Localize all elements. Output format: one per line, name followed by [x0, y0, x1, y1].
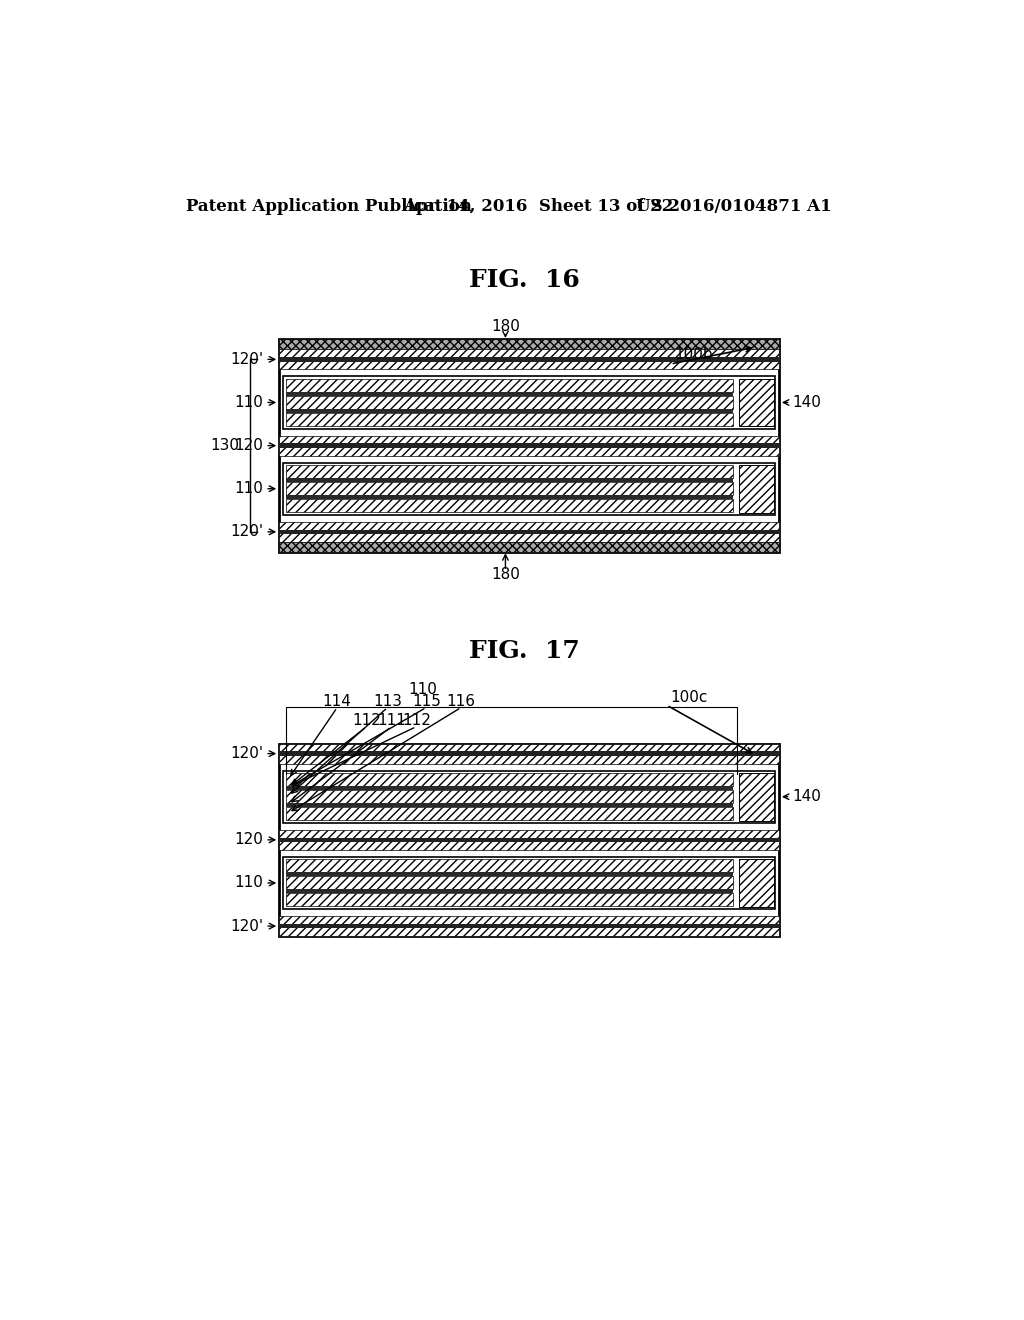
Bar: [286, 396, 733, 409]
Bar: [280, 916, 779, 936]
Bar: [283, 857, 775, 909]
Bar: [280, 543, 779, 552]
Text: FIG.  16: FIG. 16: [469, 268, 581, 292]
Text: 113: 113: [373, 694, 402, 709]
Text: 116: 116: [446, 694, 476, 709]
Bar: [286, 495, 733, 499]
Bar: [286, 379, 733, 392]
Text: 140: 140: [793, 789, 821, 804]
Bar: [286, 465, 733, 478]
Text: 115: 115: [412, 694, 440, 709]
Bar: [738, 774, 773, 821]
Text: 100c: 100c: [671, 690, 708, 705]
Text: 120': 120': [230, 524, 263, 540]
Bar: [286, 803, 733, 807]
Bar: [280, 830, 779, 850]
Bar: [286, 873, 733, 876]
Bar: [286, 774, 733, 785]
Bar: [280, 838, 779, 842]
Text: 110: 110: [234, 395, 263, 411]
Bar: [283, 462, 775, 515]
Text: 110: 110: [408, 682, 437, 697]
Bar: [286, 785, 733, 789]
Text: US 2016/0104871 A1: US 2016/0104871 A1: [636, 198, 831, 215]
Bar: [738, 859, 773, 907]
Text: FIG.  17: FIG. 17: [469, 639, 581, 663]
Bar: [286, 409, 733, 412]
Bar: [280, 358, 779, 362]
Text: 110: 110: [234, 482, 263, 496]
Bar: [286, 807, 733, 820]
Bar: [280, 529, 779, 535]
Text: 130: 130: [210, 438, 239, 453]
Bar: [286, 482, 733, 495]
Text: 120': 120': [230, 352, 263, 367]
Text: 120: 120: [234, 438, 263, 453]
Text: 112: 112: [401, 713, 431, 729]
Text: 140: 140: [793, 395, 821, 411]
Bar: [286, 478, 733, 482]
Bar: [286, 876, 733, 890]
Bar: [286, 890, 733, 892]
Bar: [280, 924, 779, 928]
Bar: [738, 379, 773, 426]
Text: Apr. 14, 2016  Sheet 13 of 22: Apr. 14, 2016 Sheet 13 of 22: [403, 198, 674, 215]
Text: 114: 114: [323, 694, 351, 709]
Text: 120: 120: [234, 833, 263, 847]
Bar: [738, 465, 773, 512]
Bar: [286, 789, 733, 803]
Bar: [280, 339, 779, 350]
Bar: [286, 499, 733, 512]
Bar: [280, 751, 779, 756]
Bar: [286, 894, 733, 906]
Text: 111: 111: [377, 713, 406, 729]
Bar: [280, 521, 779, 543]
Bar: [280, 444, 779, 447]
Text: 112: 112: [352, 713, 381, 729]
Bar: [286, 859, 733, 873]
Text: 120': 120': [230, 746, 263, 762]
Text: 100b: 100b: [675, 347, 713, 362]
Text: Patent Application Publication: Patent Application Publication: [186, 198, 472, 215]
Bar: [280, 339, 779, 552]
Bar: [280, 743, 779, 763]
Text: 180: 180: [490, 318, 520, 334]
Bar: [280, 350, 779, 370]
Bar: [280, 743, 779, 936]
Bar: [283, 376, 775, 429]
Bar: [280, 436, 779, 455]
Text: 110: 110: [234, 875, 263, 891]
Bar: [286, 392, 733, 396]
Text: 180: 180: [490, 568, 520, 582]
Text: 120': 120': [230, 919, 263, 933]
Bar: [286, 413, 733, 425]
Bar: [283, 771, 775, 822]
